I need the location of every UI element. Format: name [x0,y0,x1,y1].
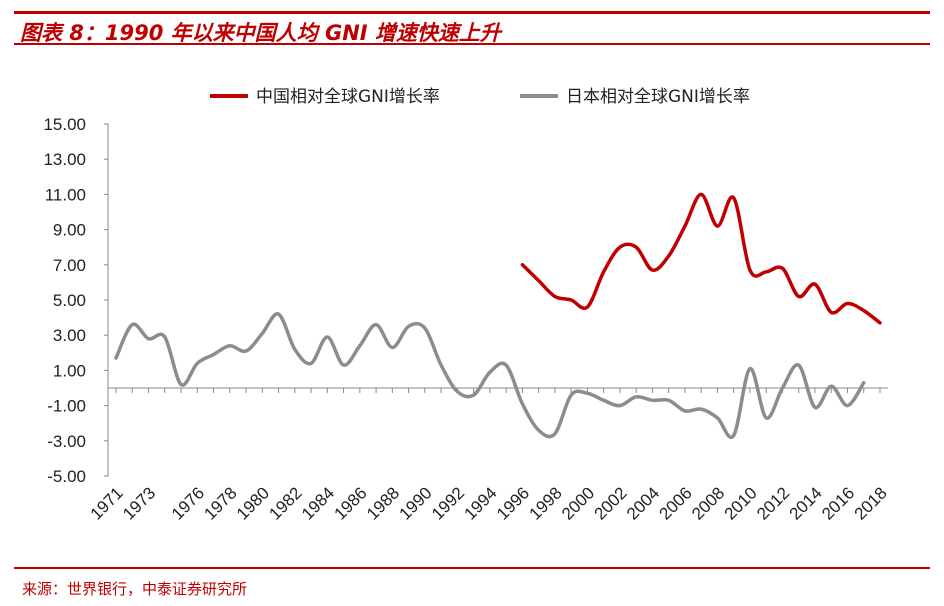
x-tick-label: 2018 [851,483,891,523]
y-tick-label: -5.00 [47,467,86,486]
x-tick-label: 2002 [591,483,631,523]
y-tick-label: -1.00 [47,397,86,416]
y-tick-label: 1.00 [53,361,86,380]
source-note: 来源：世界银行，中泰证券研究所 [22,580,248,598]
y-tick-label: 13.00 [43,150,86,169]
figure-title: 图表 8：1990 年以来中国人均 GNI 增速快速上升 [20,21,501,45]
x-tick-label: 2006 [656,483,696,523]
x-tick-label: 1998 [526,483,566,523]
y-tick-label: 11.00 [45,185,86,204]
x-tick-label: 2014 [786,483,826,523]
y-tick-label: 3.00 [53,326,86,345]
x-tick-label: 1984 [298,483,338,523]
x-tick-label: 1982 [265,483,305,523]
x-tick-label: 2010 [721,483,761,523]
x-tick-label: 1978 [200,483,240,523]
series-line-china [520,192,882,325]
x-tick-label: 2004 [623,483,663,523]
x-tick-label: 1971 [87,483,127,523]
x-tick-label: 1973 [119,483,159,523]
y-tick-label: -3.00 [47,432,86,451]
x-tick-label: 2012 [753,483,793,523]
x-tick-label: 2008 [688,483,728,523]
x-tick-label: 1990 [395,483,435,523]
x-tick-label: 2000 [558,483,598,523]
x-tick-label: 2016 [818,483,858,523]
x-tick-label: 1976 [168,483,208,523]
series-lines [114,192,882,440]
x-tick-label: 1996 [493,483,533,523]
y-tick-label: 15.00 [43,115,86,134]
footer-rule [14,567,930,569]
legend: 中国相对全球GNI增长率 日本相对全球GNI增长率 [210,87,750,107]
y-axis: 15.00 13.00 11.00 9.00 7.00 5.00 3.00 1.00 -1.00… [43,115,108,486]
series-line-japan [114,312,866,440]
y-tick-label: 7.00 [53,256,86,275]
y-tick-label: 9.00 [53,221,86,240]
top-rule [14,11,930,14]
x-tick-label: 1988 [363,483,403,523]
legend-label-china: 中国相对全球GNI增长率 [256,87,440,107]
legend-label-japan: 日本相对全球GNI增长率 [566,87,750,107]
x-tick-label: 1992 [428,483,468,523]
x-tick-label: 1980 [233,483,273,523]
x-tick-label: 1994 [461,483,501,523]
x-tick-label: 1986 [330,483,370,523]
title-rule [14,43,930,45]
y-tick-label: 5.00 [53,291,86,310]
